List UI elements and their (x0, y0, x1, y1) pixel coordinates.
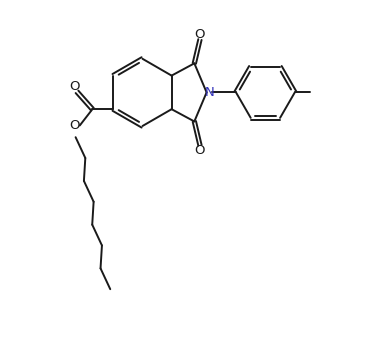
Text: O: O (69, 119, 79, 132)
Text: O: O (69, 80, 80, 93)
Text: N: N (205, 86, 215, 99)
Text: O: O (195, 28, 205, 41)
Text: O: O (195, 144, 205, 157)
